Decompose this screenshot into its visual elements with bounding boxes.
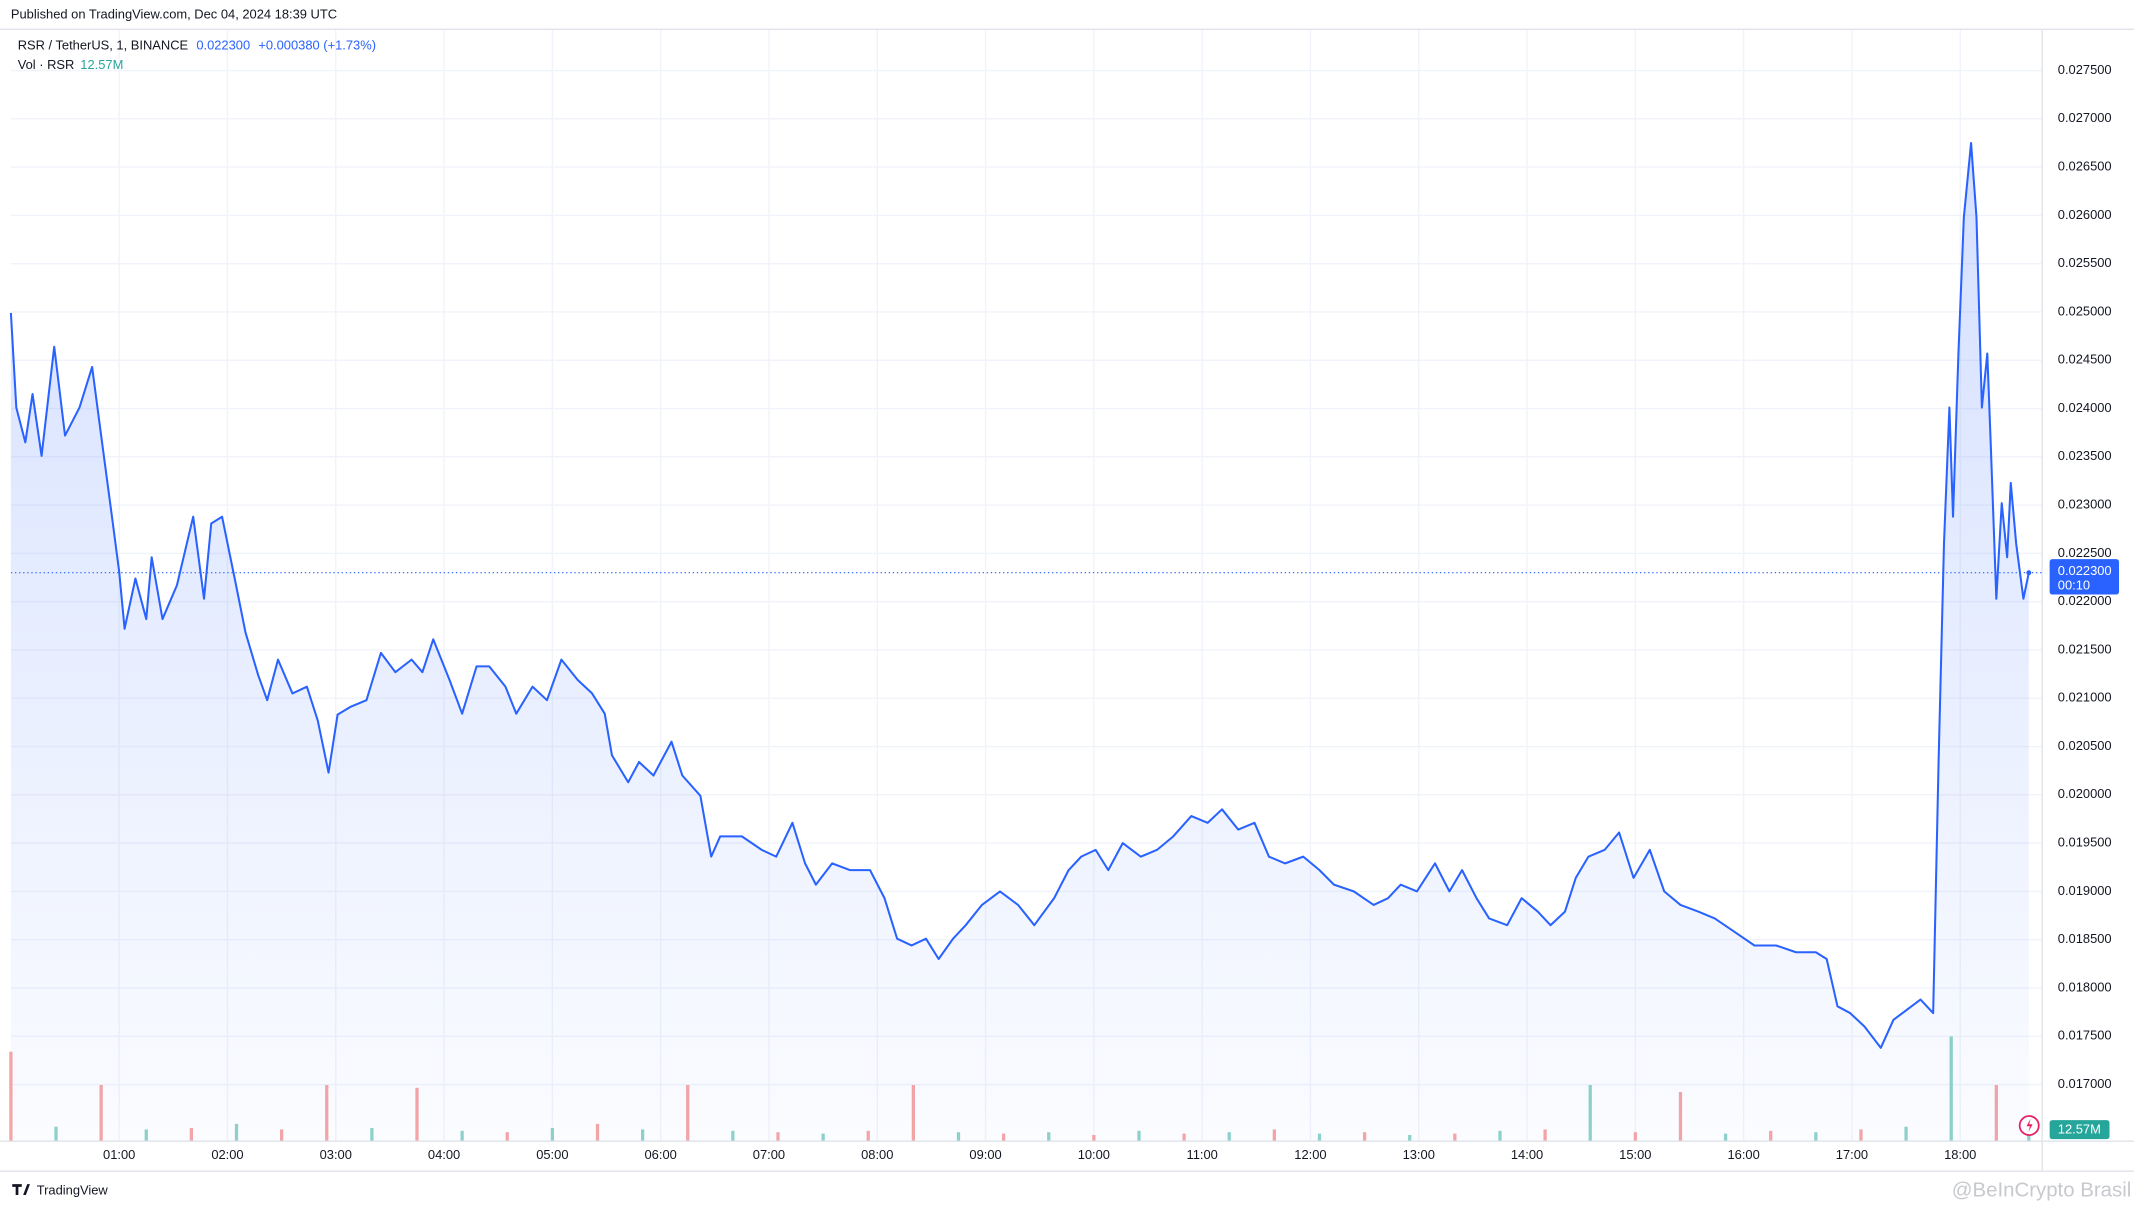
y-tick-label: 0.023000 [2058, 497, 2112, 512]
axes: 0.017000 0.017500 0.018000 0.018500 0.019000… [103, 62, 2120, 1162]
x-tick-label: 11:00 [1186, 1147, 1217, 1162]
x-tick-label: 01:00 [103, 1147, 135, 1162]
x-tick-label: 08:00 [861, 1147, 893, 1162]
volume-legend: Vol · RSR [18, 57, 75, 72]
y-tick-label: 0.026000 [2058, 207, 2112, 222]
price-tag-label: 0.022300 [2058, 563, 2112, 578]
x-tick-label: 07:00 [753, 1147, 785, 1162]
brand-logo [12, 1184, 30, 1195]
y-tick-label: 0.024500 [2058, 352, 2112, 367]
alert-bolt[interactable] [2026, 1118, 2033, 1132]
x-tick-label: 09:00 [969, 1147, 1001, 1162]
y-tick-label: 0.021500 [2058, 641, 2112, 656]
x-tick-label: 10:00 [1078, 1147, 1110, 1162]
legend-price: 0.022300 [196, 38, 250, 53]
x-tick-label: 18:00 [1944, 1147, 1976, 1162]
x-tick-label: 13:00 [1403, 1147, 1435, 1162]
x-tick-label: 04:00 [428, 1147, 460, 1162]
x-tick-label: 05:00 [536, 1147, 568, 1162]
x-tick-label: 17:00 [1836, 1147, 1868, 1162]
y-tick-label: 0.023500 [2058, 448, 2112, 463]
plot [9, 141, 2042, 1141]
brand: TradingView [12, 1182, 108, 1197]
y-tick-label: 0.017000 [2058, 1076, 2112, 1091]
y-tick-label: 0.026500 [2058, 159, 2112, 174]
y-tick-label: 0.017500 [2058, 1028, 2112, 1043]
price-line [9, 141, 2030, 1049]
volume-legend-value: 12.57M [80, 57, 123, 72]
legend-change: +0.000380 (+1.73%) [258, 38, 376, 53]
y-tick-label: 0.018500 [2058, 931, 2112, 946]
last-point [2026, 570, 2032, 576]
y-tick-label: 0.027000 [2058, 110, 2112, 125]
alert-icon[interactable] [2018, 1115, 2040, 1136]
symbol: RSR / TetherUS, 1, BINANCE [18, 38, 189, 53]
x-tick-label: 15:00 [1619, 1147, 1651, 1162]
brand-name: TradingView [37, 1182, 109, 1197]
y-tick-label: 0.018000 [2058, 979, 2112, 994]
y-tick-label: 0.027500 [2058, 62, 2112, 77]
y-tick-label: 0.019000 [2058, 883, 2112, 898]
y-tick-label: 0.025500 [2058, 255, 2112, 270]
x-tick-label: 12:00 [1294, 1147, 1326, 1162]
price-area [10, 142, 2029, 1141]
y-tick-label: 0.020500 [2058, 738, 2112, 753]
y-tick-label: 0.025000 [2058, 303, 2112, 318]
volume-tag [2049, 1120, 2110, 1140]
watermark: @BeInCrypto Brasil [1952, 1179, 2131, 1201]
y-tick-label: 0.024000 [2058, 400, 2112, 415]
x-tick-label: 03:00 [320, 1147, 352, 1162]
y-tick-label: 0.022500 [2058, 545, 2112, 560]
x-tick-label: 14:00 [1511, 1147, 1543, 1162]
price-tag [2049, 559, 2120, 595]
volume-tag-label: 12.57M [2058, 1122, 2101, 1137]
y-tick-label: 0.019500 [2058, 835, 2112, 850]
published: Published on TradingView.com, Dec 04, 20… [11, 6, 337, 21]
y-tick-label: 0.022000 [2058, 593, 2112, 608]
x-tick-label: 02:00 [211, 1147, 243, 1162]
y-tick-label: 0.021000 [2058, 690, 2112, 705]
y-tick-label: 0.020000 [2058, 786, 2112, 801]
x-tick-label: 16:00 [1727, 1147, 1759, 1162]
countdown-label: 00:10 [2058, 578, 2090, 593]
x-tick-label: 06:00 [645, 1147, 677, 1162]
